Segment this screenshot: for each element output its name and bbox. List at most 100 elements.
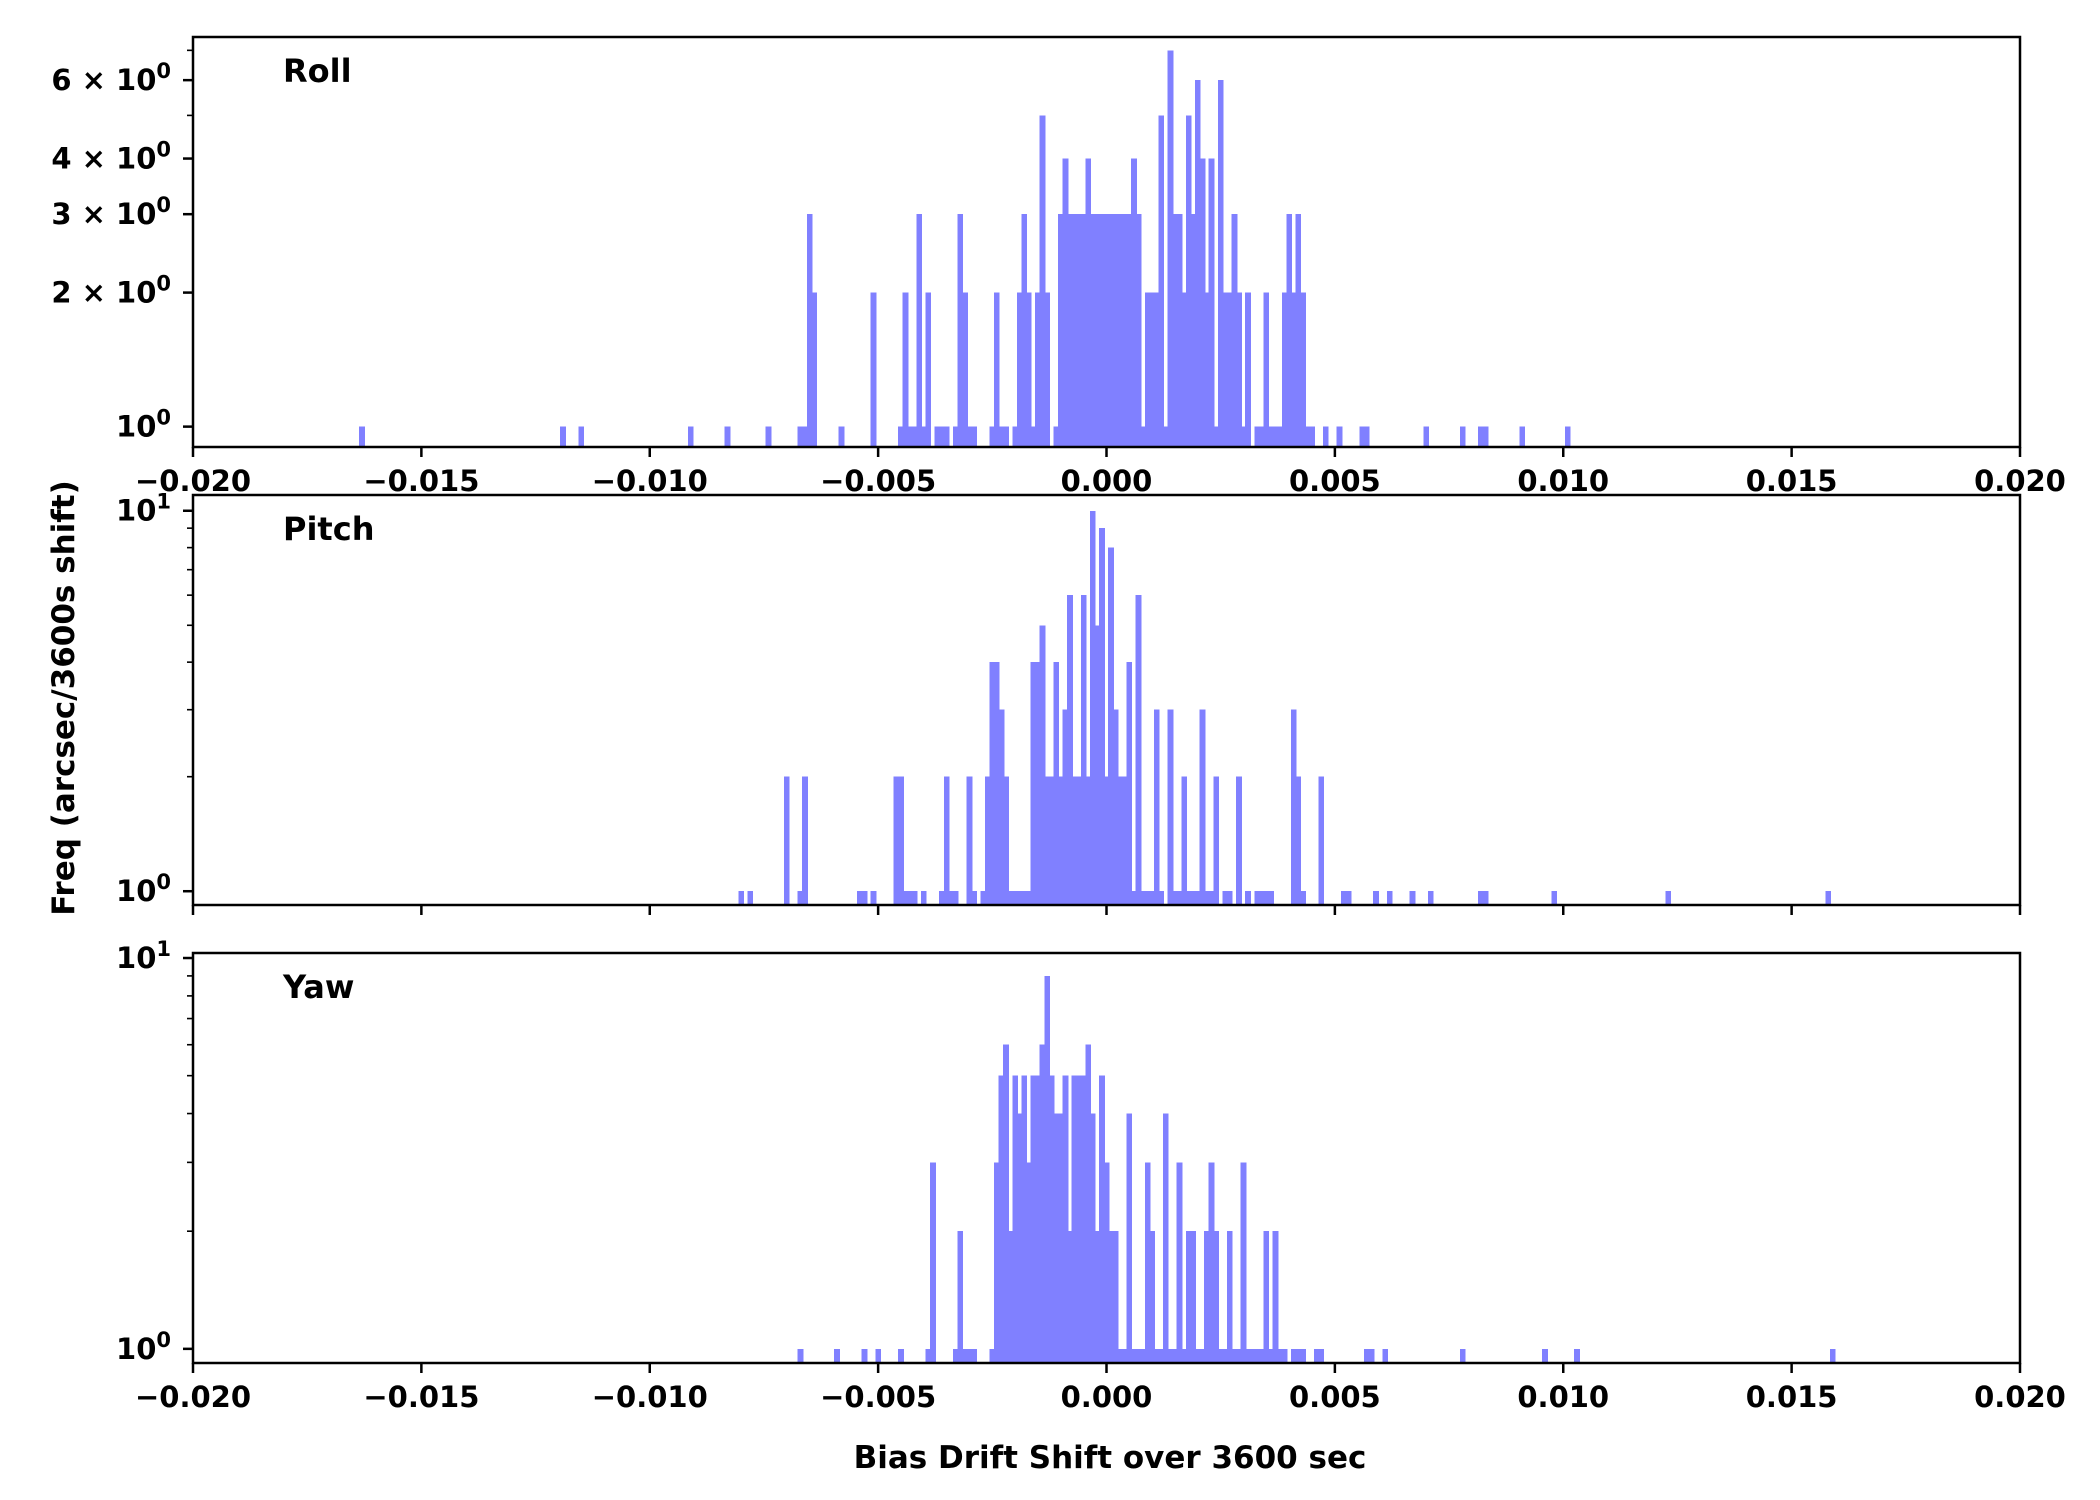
roll-bar <box>1112 214 1119 447</box>
yaw-bar <box>1140 1348 1146 1363</box>
yaw-bar <box>925 1348 932 1363</box>
roll-bar <box>1108 214 1114 447</box>
pitch-bar <box>1067 595 1073 905</box>
yaw-x-tick-label: −0.020 <box>135 1380 251 1414</box>
roll-panel: −0.020 −0.015 −0.010 −0.005 0.000 0.005 0.010 0… <box>51 35 2066 498</box>
roll-bar <box>1071 214 1078 447</box>
yaw-bar <box>875 1348 881 1363</box>
yaw-bar <box>1039 1044 1046 1363</box>
roll-bar <box>1121 214 1128 447</box>
yaw-bar <box>1080 1075 1087 1363</box>
pitch-bar <box>1071 776 1078 905</box>
roll-bar <box>1016 292 1023 447</box>
pitch-bar <box>893 776 900 905</box>
yaw-bar <box>1272 1231 1279 1363</box>
roll-x-tick-label: 0.005 <box>1289 464 1381 498</box>
roll-bar <box>1039 115 1046 447</box>
pitch-bar <box>1076 776 1082 905</box>
yaw-bar <box>1144 1162 1151 1363</box>
pitch-bar <box>1085 776 1092 905</box>
roll-bar <box>1149 292 1156 447</box>
pitch-bar <box>1199 709 1206 905</box>
roll-bar <box>957 214 964 447</box>
roll-bar <box>952 426 959 447</box>
roll-bar <box>1167 50 1174 448</box>
roll-bar <box>1053 426 1060 447</box>
panels-group: −0.020 −0.015 −0.010 −0.005 0.000 0.005 0.010 0… <box>51 35 2066 1414</box>
yaw-bar <box>1204 1231 1210 1363</box>
yaw-bar <box>1167 1348 1174 1363</box>
roll-bar <box>902 292 909 447</box>
yaw-bar <box>1290 1348 1297 1363</box>
pitch-bar <box>1665 891 1672 905</box>
yaw-bar <box>998 1075 1005 1363</box>
pitch-bar <box>1089 510 1096 905</box>
roll-bar <box>1240 426 1247 447</box>
yaw-bar <box>1135 1348 1142 1363</box>
yaw-bar <box>1076 1075 1082 1363</box>
pitch-bar <box>1131 891 1137 905</box>
roll-bar <box>1012 426 1019 447</box>
roll-x-tick-label: 0.000 <box>1061 464 1153 498</box>
yaw-bar <box>1574 1348 1580 1363</box>
pitch-bar <box>898 776 904 905</box>
pitch-bar <box>1195 891 1201 905</box>
yaw-bar <box>1153 1348 1160 1363</box>
pitch-bar <box>1094 625 1101 905</box>
roll-bar <box>1309 426 1315 447</box>
roll-bar <box>1322 426 1329 447</box>
yaw-bar <box>1829 1348 1836 1363</box>
roll-bar <box>962 292 968 447</box>
pitch-bar <box>1551 891 1557 905</box>
pitch-bar <box>1117 776 1124 905</box>
pitch-bar <box>1341 891 1347 905</box>
pitch-bar <box>1345 891 1352 905</box>
pitch-bar <box>783 776 790 905</box>
pitch-bar <box>1190 891 1197 905</box>
pitch-bar <box>1003 776 1009 905</box>
roll-bar <box>1217 80 1224 448</box>
yaw-x-tick-label: 0.005 <box>1289 1380 1381 1414</box>
pitch-bar <box>1140 891 1146 905</box>
roll-bar <box>1236 292 1242 447</box>
yaw-bar <box>1217 1348 1224 1363</box>
pitch-bar <box>939 891 945 905</box>
pitch-bar <box>1048 776 1055 905</box>
yaw-bar <box>1026 1162 1032 1363</box>
pitch-bar <box>1204 891 1210 905</box>
yaw-bar <box>1016 1113 1023 1363</box>
roll-bar <box>1277 426 1283 447</box>
roll-bar <box>1067 214 1073 447</box>
roll-bar <box>1080 214 1087 447</box>
yaw-bar <box>1007 1231 1014 1363</box>
roll-bar <box>1226 292 1233 447</box>
roll-bar <box>1272 426 1279 447</box>
roll-bar <box>1062 158 1069 447</box>
roll-bar <box>911 426 918 447</box>
pitch-bar <box>1030 662 1037 905</box>
yaw-bar <box>1163 1113 1169 1363</box>
pitch-bar <box>1021 891 1028 905</box>
pitch-bar <box>1181 776 1187 905</box>
roll-x-tick-label: 0.020 <box>1974 464 2066 498</box>
pitch-bar <box>1016 891 1023 905</box>
yaw-bar <box>1149 1231 1156 1363</box>
yaw-bar <box>971 1348 977 1363</box>
roll-bar <box>578 426 585 447</box>
yaw-y-tick-label: 100 <box>116 1328 171 1366</box>
x-axis-label: Bias Drift Shift over 3600 sec <box>854 1440 1367 1476</box>
yaw-bar <box>1185 1231 1192 1363</box>
roll-bar <box>1021 214 1028 447</box>
roll-y-tick-label: 3 × 100 <box>51 193 171 231</box>
pitch-bar <box>797 891 804 905</box>
yaw-bar <box>1300 1348 1306 1363</box>
pitch-bar <box>920 891 927 905</box>
pitch-bar <box>1176 891 1183 905</box>
roll-bar <box>1085 158 1092 447</box>
yaw-bar <box>1030 1075 1037 1363</box>
pitch-bar <box>1409 891 1416 905</box>
pitch-bar <box>870 891 877 905</box>
yaw-bar <box>797 1348 804 1363</box>
yaw-bar <box>1213 1231 1219 1363</box>
pitch-bar <box>1263 891 1270 905</box>
